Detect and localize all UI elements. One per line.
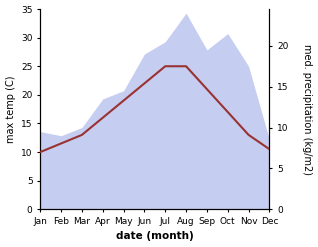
Y-axis label: max temp (C): max temp (C) [5,75,16,143]
Y-axis label: med. precipitation (kg/m2): med. precipitation (kg/m2) [302,44,313,175]
X-axis label: date (month): date (month) [116,231,194,242]
